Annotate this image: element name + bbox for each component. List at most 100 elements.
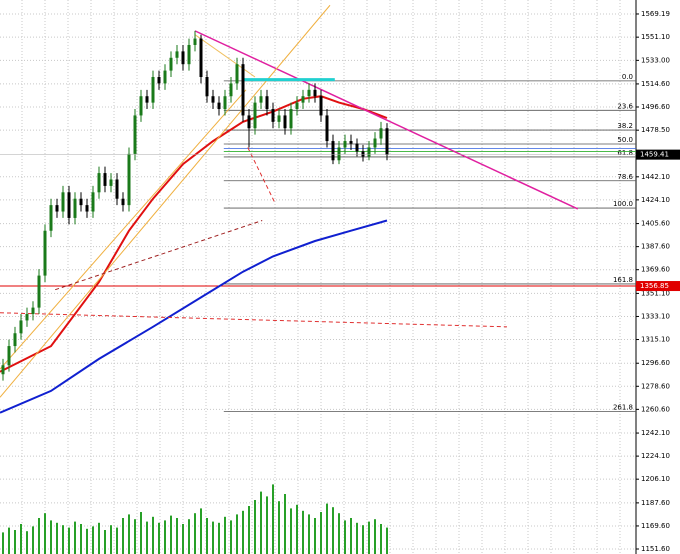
candle-body (115, 179, 119, 199)
y-tick-label: 1260.60 (641, 405, 670, 413)
volume-bar (14, 530, 16, 554)
y-tick-label: 1151.60 (641, 545, 670, 553)
candle-body (385, 128, 389, 155)
y-tick-label: 1169.60 (641, 522, 670, 530)
candle-body (337, 147, 341, 161)
fib-label: 161.8 (613, 276, 633, 284)
candle-body (241, 64, 245, 116)
volume-bar (176, 518, 178, 554)
volume-bar (98, 522, 100, 554)
trendline (55, 220, 263, 291)
y-tick-label: 1278.60 (641, 382, 670, 390)
candle-body (205, 77, 209, 97)
candle-body (181, 51, 185, 65)
candle-body (97, 173, 101, 193)
candle-body (277, 115, 281, 122)
candle-body (343, 141, 347, 148)
volume-bar (272, 484, 274, 554)
y-tick-label: 1442.10 (641, 173, 670, 181)
candle-body (193, 38, 197, 45)
y-tick-label: 1387.60 (641, 243, 670, 251)
support-price-tag: 1356.85 (640, 282, 669, 290)
trendline (247, 147, 276, 203)
candle-body (271, 109, 275, 122)
y-tick-label: 1296.60 (641, 359, 670, 367)
trendline (0, 312, 508, 328)
candle-body (121, 198, 125, 206)
volume-bar (128, 514, 130, 554)
y-tick-label: 1478.50 (641, 126, 670, 134)
volume-bar (314, 518, 316, 554)
trendline (0, 4, 331, 398)
candle-body (19, 320, 23, 334)
volume-bar (170, 515, 172, 554)
volume-bar (356, 522, 358, 554)
volume-bar (110, 525, 112, 554)
y-tick-label: 1424.10 (641, 196, 670, 204)
candle-body (13, 333, 17, 347)
y-tick-label: 1533.00 (641, 56, 670, 64)
last-price-tag-box (636, 149, 680, 160)
fib-label: 50.0 (617, 136, 633, 144)
volume-bar (278, 501, 280, 554)
volume-bar (50, 520, 52, 554)
y-tick-label: 1187.60 (641, 499, 670, 507)
volume-bar (188, 519, 190, 554)
y-tick-label: 1514.60 (641, 80, 670, 88)
candle-body (217, 102, 221, 110)
candle-body (325, 115, 329, 142)
volume-bar (326, 503, 328, 554)
volume-bar (212, 521, 214, 554)
volume-bar (140, 512, 142, 554)
candle-body (25, 314, 29, 321)
fib-label: 78.6 (617, 173, 633, 181)
candle-body (331, 141, 335, 161)
candle-body (139, 96, 143, 116)
volume-bar (308, 514, 310, 554)
last-price-tag: 1459.41 (640, 151, 669, 159)
candle-body (313, 89, 317, 97)
candle-body (373, 138, 377, 148)
volume-bar (152, 516, 154, 554)
candle-body (61, 192, 65, 212)
volume-bar (206, 518, 208, 554)
candle-body (379, 128, 383, 139)
candle-body (31, 307, 35, 315)
y-tick-label: 1405.60 (641, 220, 670, 228)
volume-bar (284, 494, 286, 554)
volume-bar (92, 526, 94, 554)
candle-body (151, 77, 155, 103)
candle-body (175, 51, 179, 58)
candle-body (235, 64, 239, 84)
candle-body (157, 77, 161, 84)
candle-body (223, 96, 227, 110)
candle-body (289, 109, 293, 129)
candle-body (283, 115, 287, 129)
volume-bar (332, 507, 334, 554)
volume-bar (146, 521, 148, 554)
volume-bar (266, 496, 268, 554)
candle-body (85, 205, 89, 212)
volume-bar (80, 524, 82, 554)
candle-body (7, 346, 11, 366)
volume-bar (194, 513, 196, 554)
volume-bar (182, 524, 184, 554)
volume-bar (44, 513, 46, 554)
candle-body (103, 173, 107, 186)
fib-label: 0.0 (622, 73, 633, 81)
volume-bar (134, 519, 136, 554)
volume-bar (374, 519, 376, 554)
volume-bar (122, 518, 124, 554)
candle-body (79, 198, 83, 206)
candle-body (43, 230, 47, 276)
y-tick-label: 1315.10 (641, 336, 670, 344)
fib-label: 61.8 (617, 149, 633, 157)
volume-bar (68, 527, 70, 554)
volume-bar (290, 508, 292, 554)
volume-bar (242, 510, 244, 554)
volume-bar (362, 525, 364, 554)
candle-body (361, 151, 365, 157)
y-tick-label: 1551.10 (641, 33, 670, 41)
volume-bar (164, 520, 166, 554)
